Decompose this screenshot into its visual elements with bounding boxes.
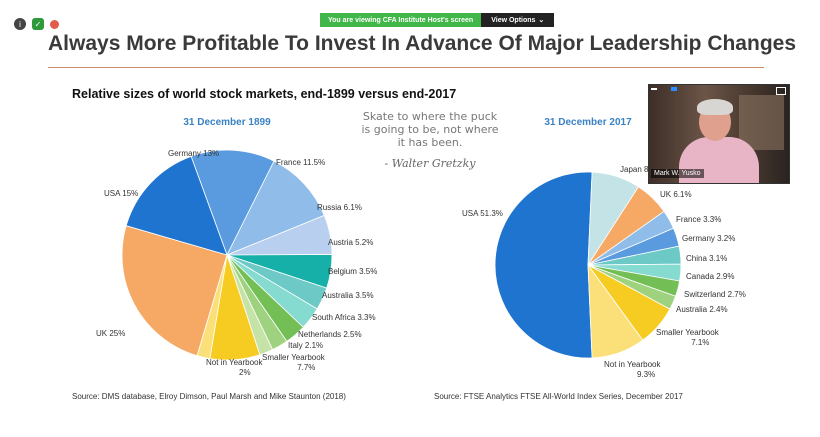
slice-label: USA 15% xyxy=(104,189,138,198)
participant-hair xyxy=(697,99,733,115)
slice-label: China 3.1% xyxy=(686,254,727,263)
quote-line: Skate to where the puck xyxy=(362,110,498,123)
slice-label: USA 51.3% xyxy=(462,209,503,218)
chevron-down-icon: ⌄ xyxy=(538,17,545,24)
video-shelf xyxy=(739,95,784,150)
expand-icon[interactable] xyxy=(776,87,786,95)
slice-label: Canada 2.9% xyxy=(686,272,734,281)
video-status-icon xyxy=(671,87,677,91)
pie-slice xyxy=(587,263,644,359)
quote-line: it has been. xyxy=(397,136,463,149)
banner-message: You are viewing CFA Institute Host's scr… xyxy=(320,13,482,27)
slice-label: Smaller Yearbook 7.1% xyxy=(656,328,720,347)
pie-slice xyxy=(121,225,228,357)
slice-label: UK 6.1% xyxy=(660,190,692,199)
quote-author: - Walter Gretzky xyxy=(384,157,476,170)
chart-title: 31 December 2017 xyxy=(544,117,632,128)
source-right: Source: FTSE Analytics FTSE All-World In… xyxy=(434,392,683,401)
pie-slice xyxy=(226,160,325,256)
chart-title: 31 December 1899 xyxy=(183,117,271,128)
slice-label: Germany 13% xyxy=(168,149,219,158)
slice-label: France 3.3% xyxy=(676,215,721,224)
view-options-label: View Options xyxy=(491,16,536,24)
pie-slice xyxy=(494,171,593,359)
slide-title: Always More Profitable To Invest In Adva… xyxy=(48,32,797,55)
quote-block: Skate to where the puck is going to be, … xyxy=(330,110,530,170)
pie-slice xyxy=(125,155,228,256)
slice-label: Switzerland 2.7% xyxy=(684,290,746,299)
shield-icon[interactable]: ✓ xyxy=(32,18,44,30)
info-icon[interactable]: i xyxy=(14,18,26,30)
participant-video[interactable]: Mark W. Yusko xyxy=(648,84,790,184)
meeting-toolbar: i ✓ xyxy=(14,18,59,30)
slice-label: Italy 2.1% xyxy=(288,341,323,350)
slice-label: Not in Yearbook 2% xyxy=(206,358,263,377)
slice-label: Australia 3.5% xyxy=(322,291,374,300)
view-options-button[interactable]: View Options ⌄ xyxy=(481,13,555,27)
title-divider xyxy=(48,67,764,68)
slice-label: Russia 6.1% xyxy=(317,203,362,212)
slice-label: Not in Yearbook 9.3% xyxy=(604,360,661,379)
participant-name: Mark W. Yusko xyxy=(651,169,704,178)
source-left: Source: DMS database, Elroy Dimson, Paul… xyxy=(72,392,346,401)
recording-icon[interactable] xyxy=(50,19,59,29)
minimize-icon[interactable] xyxy=(651,88,657,90)
pie-slice xyxy=(190,149,275,257)
slice-label: Japan 8.4% xyxy=(620,165,662,174)
slice-label: UK 25% xyxy=(96,329,125,338)
quote-line: is going to be, not where xyxy=(361,123,499,136)
screen-share-banner: You are viewing CFA Institute Host's scr… xyxy=(320,13,555,27)
slice-label: Australia 2.4% xyxy=(676,305,728,314)
slice-label: Belgium 3.5% xyxy=(328,267,377,276)
slice-label: France 11.5% xyxy=(276,158,325,167)
slice-label: Austria 5.2% xyxy=(328,238,373,247)
slice-label: Germany 3.2% xyxy=(682,234,735,243)
slide-subtitle: Relative sizes of world stock markets, e… xyxy=(72,87,457,101)
slice-label: Smaller Yearbook 7.7% xyxy=(262,353,326,372)
slice-label: South Africa 3.3% xyxy=(312,313,376,322)
slice-label: Netherlands 2.5% xyxy=(298,330,362,339)
